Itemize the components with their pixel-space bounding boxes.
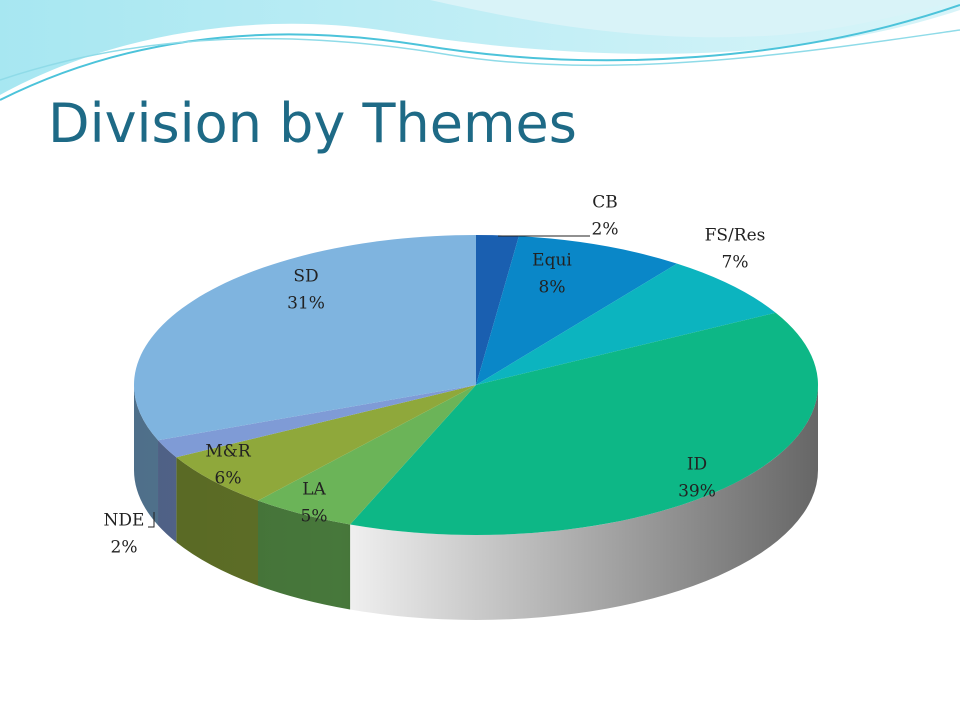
slice-name: ID [687, 455, 707, 475]
slice-value-label: 7% [722, 253, 749, 273]
slice-name: M&R [205, 442, 252, 462]
slice-value-label: 39% [678, 482, 716, 502]
slice-name: FS/Res [705, 226, 766, 246]
slice-value-label: 5% [301, 507, 328, 527]
slice-name: Equi [532, 251, 572, 271]
slice-name: NDE [104, 511, 145, 531]
slice [133, 235, 476, 441]
slice-value-label: 2% [592, 220, 619, 240]
slice-name: LA [302, 480, 326, 500]
leader-lines [148, 235, 590, 528]
slice-name: SD [293, 267, 318, 287]
header-waves [0, 0, 960, 101]
slice-value-label: 31% [287, 294, 325, 314]
side-shade [134, 385, 818, 620]
slice [258, 385, 476, 525]
slice [476, 236, 678, 385]
slice-value-label: 6% [215, 469, 242, 489]
slice-name: CB [592, 193, 618, 213]
slice [176, 385, 477, 501]
slice-value-label: 2% [111, 538, 138, 558]
slice [158, 385, 476, 458]
slice [350, 312, 819, 536]
pie-chart [133, 235, 819, 620]
slide-title: Division by Themes [48, 92, 577, 155]
slice [476, 263, 776, 385]
slice-value-label: 8% [539, 278, 566, 298]
slice [476, 235, 519, 385]
